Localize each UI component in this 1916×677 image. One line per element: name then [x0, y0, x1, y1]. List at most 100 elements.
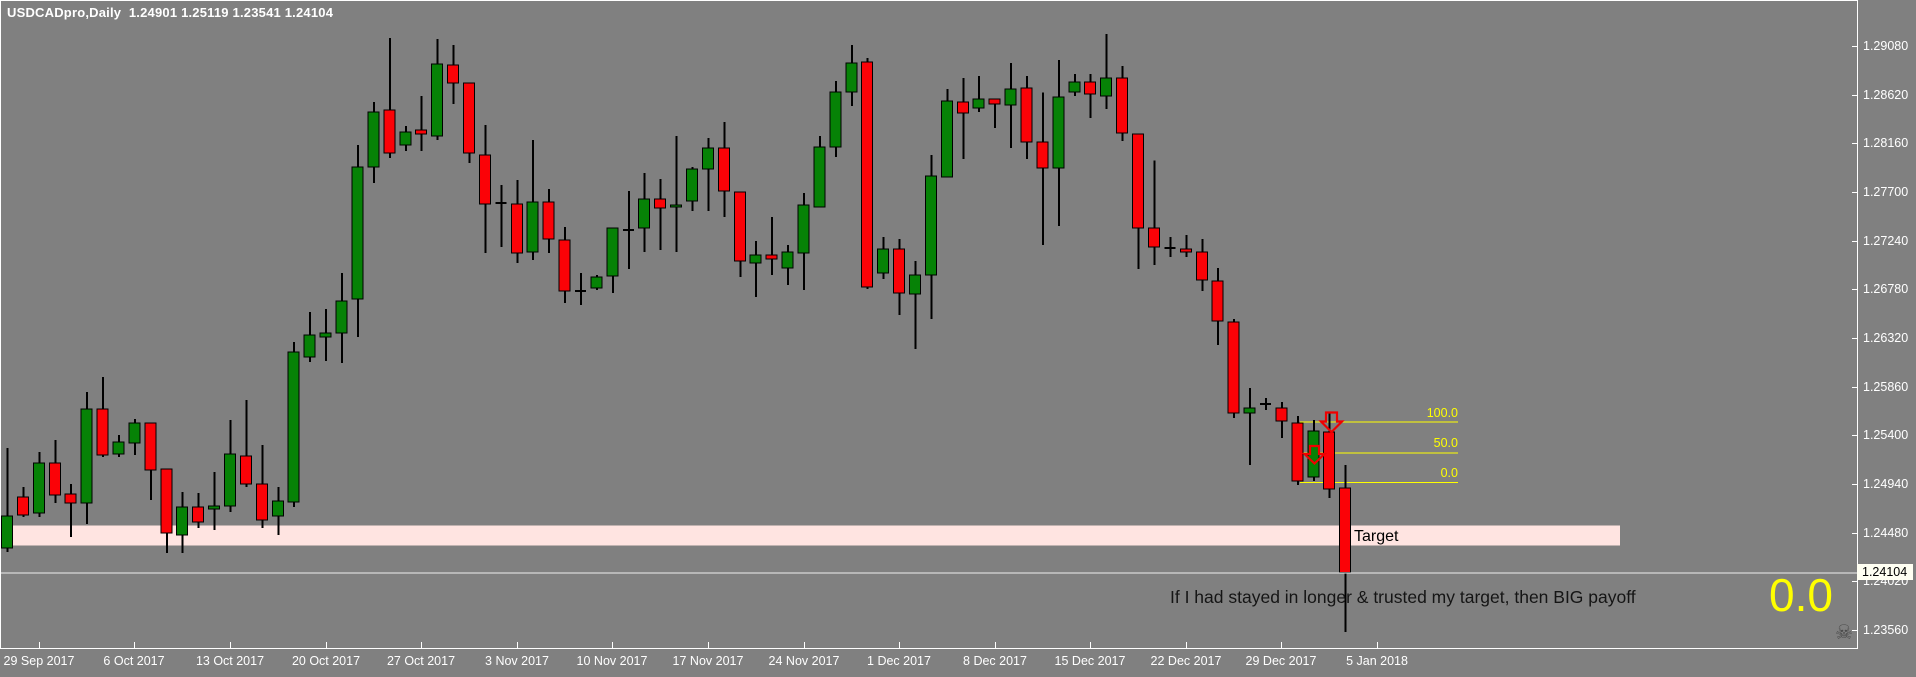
candle-bear: [255, 483, 268, 521]
candle-bear: [988, 98, 1001, 105]
time-tick-label: 3 Nov 2017: [485, 654, 549, 668]
candle-bull: [1243, 407, 1256, 414]
price-tick-label: 1.28620: [1863, 88, 1909, 102]
price-axis-separator: [1857, 0, 1858, 649]
candle-bull: [208, 505, 221, 510]
candle-bull: [606, 227, 619, 277]
time-tick-label: 6 Oct 2017: [103, 654, 165, 668]
chart-border-top: [0, 0, 1857, 1]
time-tick-label: 17 Nov 2017: [672, 654, 744, 668]
time-tick-label: 13 Oct 2017: [195, 654, 265, 668]
candle-bear: [462, 82, 475, 154]
price-tick-label: 1.26320: [1863, 331, 1909, 345]
candle-bear: [765, 254, 778, 260]
time-tick: [39, 642, 40, 648]
time-tick: [1186, 642, 1187, 648]
price-tick-label: 1.27700: [1863, 185, 1909, 199]
candle-bull: [670, 204, 683, 208]
candle-bear: [861, 61, 874, 288]
fib-level-label: 100.0: [1426, 406, 1458, 420]
time-tick-label: 10 Nov 2017: [576, 654, 648, 668]
candle-bull: [685, 168, 698, 202]
price-tick-label: 1.26780: [1863, 282, 1909, 296]
candle-bull: [351, 166, 364, 300]
candle-bull: [638, 198, 651, 229]
time-tick-label: 29 Dec 2017: [1245, 654, 1317, 668]
price-tick-label: 1.24480: [1863, 526, 1909, 540]
candle-bear: [1036, 141, 1049, 169]
candle-bear: [239, 455, 252, 485]
current-price-badge: 1.24104: [1857, 564, 1913, 580]
candle-bull: [972, 98, 985, 109]
candle-bull: [526, 201, 539, 253]
sell-arrow-icon[interactable]: [1318, 411, 1345, 434]
candle-bear: [1116, 77, 1129, 134]
candle-bear: [1339, 487, 1352, 573]
price-tick-label: 1.25860: [1863, 380, 1909, 394]
time-tick: [134, 642, 135, 648]
time-tick: [230, 642, 231, 648]
fib-zero-big-label: 0.0: [1769, 569, 1833, 621]
candle-doji: [1259, 403, 1271, 405]
candle-bear: [654, 198, 667, 209]
candle-bull: [271, 500, 284, 517]
candle-bull: [1004, 88, 1017, 106]
candle-bear: [1132, 133, 1145, 229]
candle-bull: [32, 462, 45, 514]
candle-doji: [1164, 247, 1176, 250]
candle-bull: [367, 111, 380, 168]
price-tick: [1852, 289, 1857, 290]
price-tick-label: 1.25400: [1863, 428, 1909, 442]
candle-bear: [383, 109, 396, 154]
fib-level-label: 50.0: [1433, 436, 1458, 450]
candle-bull: [797, 204, 810, 254]
time-tick-label: 20 Oct 2017: [291, 654, 361, 668]
target-zone-label: Target: [1354, 528, 1399, 545]
target-zone-rect[interactable]: [0, 525, 1620, 546]
candle-bull: [845, 62, 858, 93]
candle-bear: [558, 239, 571, 292]
candle-bull: [701, 147, 714, 170]
time-tick: [517, 642, 518, 648]
candle-bull: [287, 351, 300, 503]
time-tick-label: 29 Sep 2017: [3, 654, 75, 668]
price-tick: [1852, 143, 1857, 144]
price-tick-label: 1.24940: [1863, 477, 1909, 491]
candle-bear: [1084, 81, 1097, 95]
time-tick: [421, 642, 422, 648]
candle-bull: [224, 453, 237, 507]
fib-level-label: 0.0: [1440, 466, 1458, 480]
candle-doji: [622, 229, 634, 231]
candle-bear: [1323, 431, 1336, 490]
candle-bear: [16, 496, 29, 516]
candle-bull: [1068, 81, 1081, 93]
sell-arrow-icon-small[interactable]: [1301, 444, 1328, 466]
candle-bull: [877, 248, 890, 274]
time-tick-label: 5 Jan 2018: [1346, 654, 1408, 668]
price-tick-label: 1.23560: [1863, 623, 1909, 637]
candle-bull: [1, 515, 13, 549]
price-tick: [1852, 533, 1857, 534]
price-tick: [1852, 241, 1857, 242]
price-tick: [1852, 484, 1857, 485]
candle-bear: [1211, 280, 1224, 322]
candle-bear: [415, 129, 428, 135]
price-tick: [1852, 630, 1857, 631]
candle-bear: [956, 101, 969, 114]
candle-bear: [1020, 87, 1033, 143]
time-tick: [326, 642, 327, 648]
candle-bear: [542, 201, 555, 240]
price-tick: [1852, 581, 1857, 582]
price-tick-label: 1.29080: [1863, 39, 1909, 53]
candle-bull: [128, 422, 141, 444]
candle-bear: [48, 462, 61, 496]
price-tick-label: 1.27240: [1863, 234, 1909, 248]
price-tick: [1852, 46, 1857, 47]
time-tick: [612, 642, 613, 648]
candle-bull: [319, 332, 332, 338]
time-tick-label: 15 Dec 2017: [1054, 654, 1126, 668]
time-tick: [708, 642, 709, 648]
candle-bull: [781, 251, 794, 269]
